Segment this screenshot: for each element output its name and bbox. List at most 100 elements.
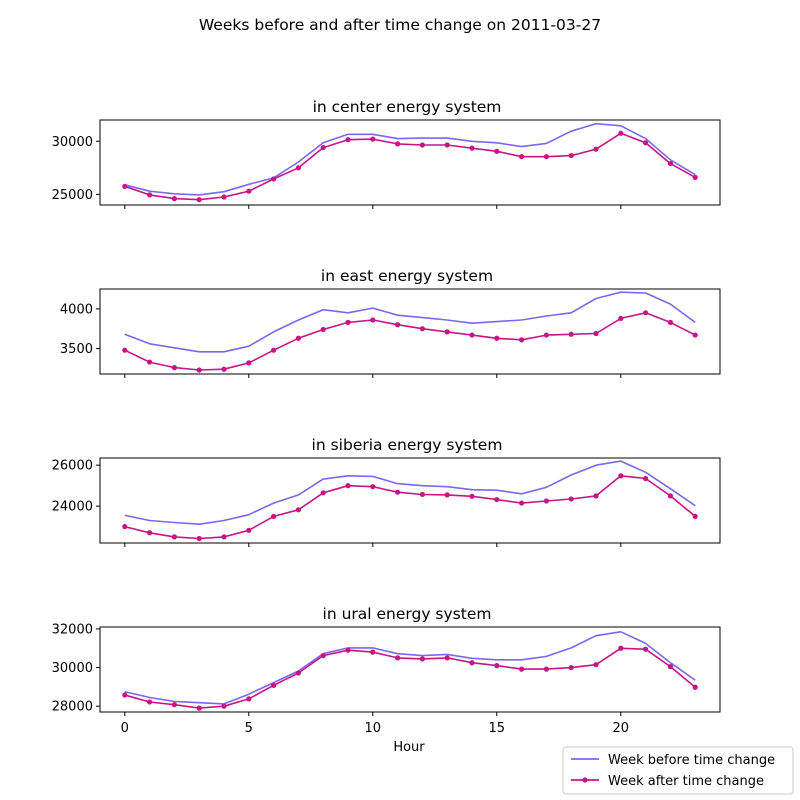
data-point-after (271, 347, 277, 353)
data-point-after (543, 666, 550, 672)
data-point-after (147, 530, 153, 536)
data-point-after (494, 496, 500, 503)
data-point-after (519, 500, 525, 506)
data-point-after (494, 148, 500, 154)
data-point-after (345, 483, 351, 489)
data-point-after (643, 140, 649, 146)
subplot-siberia: in siberia energy system 24000 26000 (52, 436, 721, 547)
data-point-after (295, 165, 301, 171)
data-point-after (444, 142, 450, 148)
data-point-after (667, 160, 674, 167)
data-point-after (122, 183, 128, 190)
series-line-after (124, 311, 696, 371)
plot-area-ural: 28000 30000 32000 0 5 10 15 20 (52, 622, 721, 736)
legend: Week before time change Week after time … (562, 746, 794, 795)
data-point-after (618, 473, 624, 479)
data-point-after (196, 197, 202, 203)
data-point-after (295, 507, 301, 513)
subplot-east: in east energy system 3500 4000 (60, 267, 721, 378)
x-tick-label: 15 (489, 721, 506, 736)
data-point-after (221, 194, 227, 200)
data-point-after (271, 682, 277, 688)
series-line-before (124, 460, 696, 526)
y-tick-label: 30000 (52, 135, 93, 150)
data-point-after (643, 475, 649, 482)
data-point-after (122, 524, 128, 530)
data-point-after (345, 647, 351, 653)
data-point-after (419, 656, 425, 662)
y-tick-label: 25000 (52, 188, 93, 203)
data-point-after (667, 664, 674, 670)
data-point-after (543, 154, 550, 160)
data-point-after (593, 493, 599, 499)
y-tick-label: 4000 (60, 302, 93, 317)
x-tick-label: 5 (245, 721, 253, 736)
data-point-after (147, 359, 153, 365)
data-point-after (494, 663, 500, 669)
x-axis-label: Hour (393, 740, 425, 755)
data-point-after (692, 174, 698, 180)
data-point-after (295, 335, 301, 341)
plot-area-center: 25000 30000 (52, 119, 721, 209)
data-point-after (370, 649, 376, 655)
plot-area-siberia: 24000 26000 (52, 457, 721, 547)
subplot-title-ural: in ural energy system (323, 605, 492, 623)
data-point-after (370, 317, 376, 323)
data-point-after (618, 315, 624, 321)
x-tick-label: 0 (121, 721, 129, 736)
data-point-after (593, 146, 599, 152)
data-point-after (643, 646, 649, 652)
data-point-after (395, 322, 401, 328)
subplot-title-center: in center energy system (313, 98, 502, 116)
data-point-after (568, 496, 574, 502)
data-point-after (370, 484, 376, 490)
series-line-after (124, 132, 696, 201)
data-point-after (320, 145, 326, 151)
data-point-after (469, 493, 475, 499)
data-point-after (543, 498, 550, 504)
data-point-after (519, 154, 525, 160)
data-point-after (692, 684, 698, 690)
data-point-after (395, 489, 401, 495)
y-tick-label: 3500 (60, 342, 93, 357)
data-point-after (295, 670, 301, 676)
data-point-after (147, 192, 153, 198)
series-line-before (124, 291, 696, 353)
data-point-after (271, 176, 277, 182)
data-point-after (692, 332, 698, 338)
y-tick-label: 26000 (52, 459, 93, 474)
data-point-after (345, 137, 351, 143)
data-point-after (395, 655, 401, 661)
data-point-after (419, 491, 425, 498)
axes-frame (99, 288, 721, 375)
data-point-after (246, 188, 252, 194)
axes-frame (99, 626, 721, 713)
data-point-after (692, 513, 698, 519)
plot-area-east: 3500 4000 (60, 288, 721, 378)
data-point-after (246, 527, 252, 533)
data-point-after (171, 196, 177, 202)
data-point-after (271, 513, 277, 519)
data-point-after (395, 141, 401, 147)
data-point-after (469, 332, 475, 338)
data-point-after (568, 664, 574, 671)
data-point-after (543, 332, 550, 338)
data-point-after (122, 347, 128, 353)
axes-frame (99, 119, 721, 206)
data-point-after (444, 655, 450, 661)
data-point-after (444, 492, 450, 498)
data-point-after (171, 534, 177, 540)
legend-label-after: Week after time change (608, 774, 764, 789)
data-point-after (196, 705, 202, 711)
data-point-after (147, 699, 153, 705)
data-point-after (221, 366, 227, 372)
legend-label-before: Week before time change (608, 753, 775, 768)
data-point-after (568, 152, 574, 159)
data-point-after (618, 130, 624, 136)
data-point-after (568, 331, 574, 337)
data-point-after (221, 534, 227, 540)
data-point-after (221, 703, 227, 709)
legend-frame (562, 746, 794, 795)
data-point-after (469, 660, 475, 666)
